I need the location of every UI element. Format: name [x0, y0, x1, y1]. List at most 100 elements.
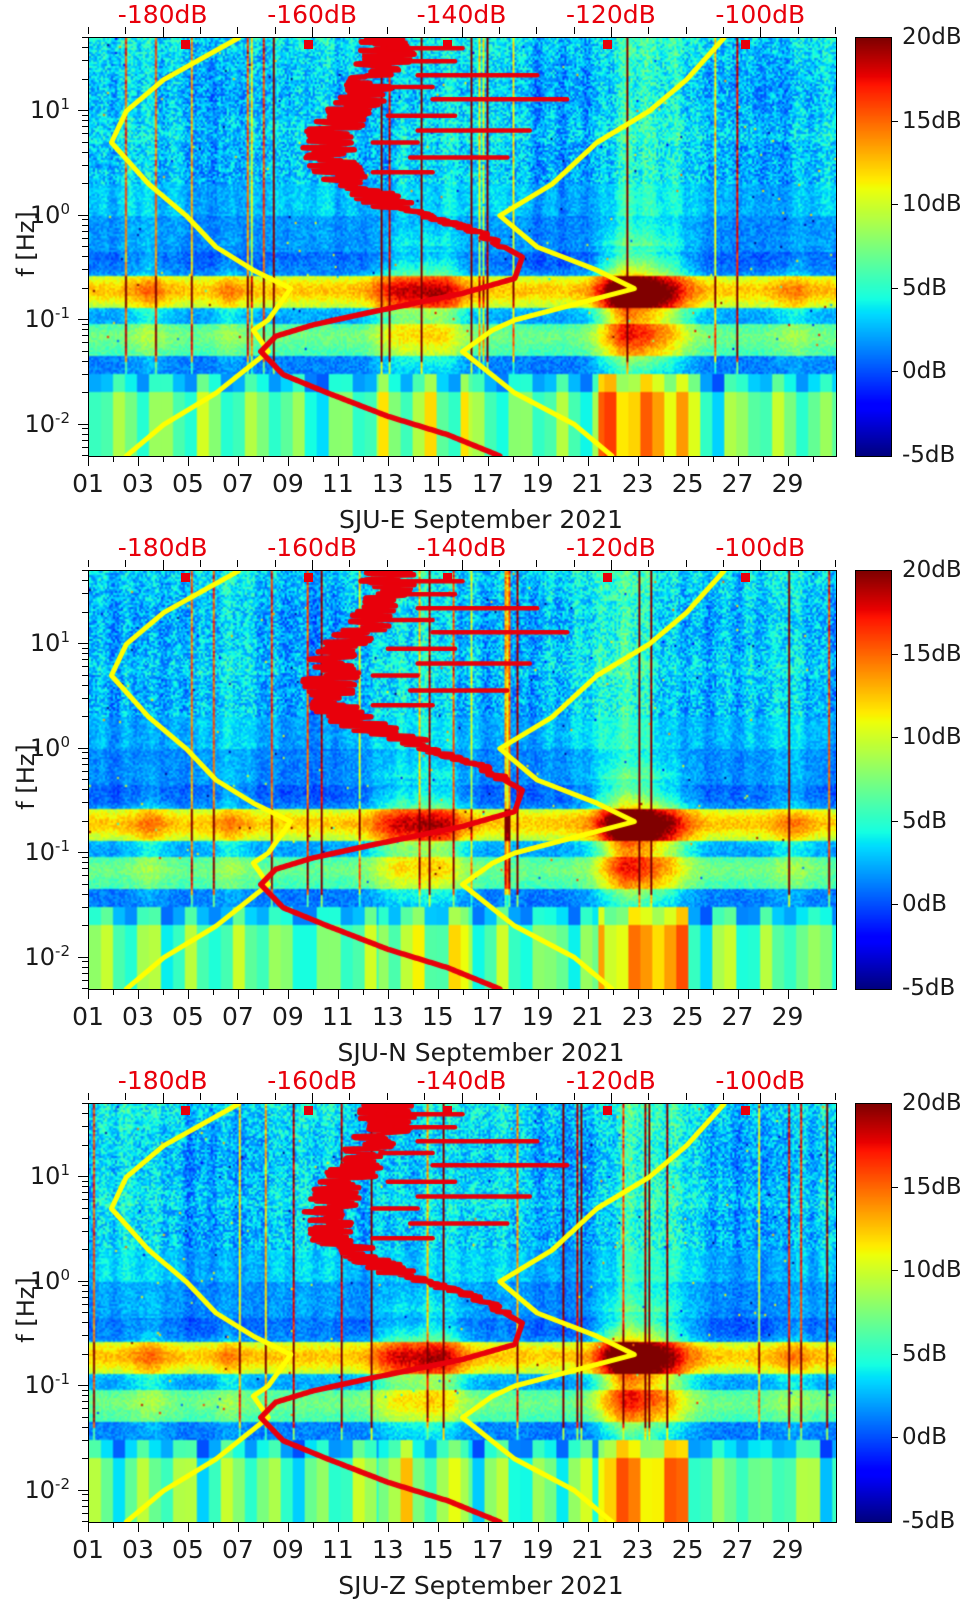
day-tick-label: 25	[671, 1535, 704, 1564]
top-axis-marker-dot	[181, 573, 191, 582]
day-tick	[712, 989, 714, 995]
spectrogram-image	[89, 1104, 836, 1522]
frequency-tick	[82, 1103, 88, 1104]
frequency-tick	[82, 1199, 88, 1201]
top-axis-tick	[835, 1093, 836, 1100]
frequency-tick	[78, 1176, 88, 1178]
colorbar	[855, 570, 892, 990]
frequency-tick	[82, 335, 88, 337]
colorbar-tick	[891, 820, 898, 822]
spectrogram-plot[interactable]	[88, 570, 837, 990]
day-tick-label: 11	[321, 1535, 354, 1564]
frequency-tick	[78, 747, 88, 749]
day-tick-label: 03	[122, 1535, 154, 1564]
colorbar-tick	[891, 1186, 898, 1188]
day-tick	[587, 1522, 589, 1532]
top-axis-tick	[237, 27, 239, 34]
day-tick	[687, 989, 689, 999]
frequency-tick	[82, 183, 88, 185]
spectrogram-plot[interactable]	[88, 1103, 837, 1523]
frequency-tick	[82, 763, 88, 765]
top-db-label: -100dB	[715, 533, 806, 562]
top-axis-tick	[536, 560, 538, 567]
frequency-tick	[82, 428, 88, 430]
frequency-tick-label: 10-2	[24, 941, 70, 971]
frequency-tick	[82, 256, 88, 258]
day-tick-label: 09	[271, 469, 304, 498]
day-tick	[312, 1522, 314, 1528]
frequency-tick-label: 101	[29, 1161, 70, 1191]
colorbar-tick	[891, 371, 898, 373]
day-tick	[412, 456, 414, 462]
top-db-axis-labels: -180dB -160dB -140dB -120dB -100dB	[0, 533, 962, 567]
frequency-tick	[82, 925, 88, 927]
frequency-tick	[82, 875, 88, 877]
spectrogram-image	[89, 38, 836, 456]
frequency-tick	[82, 446, 88, 448]
y-axis-title: f [Hz]	[12, 1277, 40, 1343]
top-axis-tick	[461, 27, 463, 37]
day-tick	[112, 1522, 114, 1528]
day-tick	[612, 456, 614, 462]
frequency-tick	[78, 1385, 88, 1387]
frequency-tick	[78, 1280, 88, 1282]
top-axis-marker-dot	[181, 1106, 191, 1115]
day-tick	[262, 989, 264, 995]
colorbar	[855, 1103, 892, 1523]
panel-sju-e: -180dB -160dB -140dB -120dB -100dB 101 100 10-1…	[0, 0, 962, 534]
frequency-tick	[82, 392, 88, 394]
day-tick	[437, 1522, 439, 1532]
top-db-label: -120dB	[566, 533, 656, 562]
day-tick	[212, 989, 214, 995]
top-axis-tick	[312, 27, 314, 37]
top-axis-tick	[685, 27, 687, 34]
frequency-tick	[82, 1186, 88, 1188]
frequency-tick	[82, 1207, 88, 1209]
frequency-tick	[82, 789, 88, 791]
colorbar	[855, 37, 892, 457]
frequency-tick	[78, 423, 88, 425]
top-axis-tick	[274, 1093, 276, 1100]
top-axis-tick	[200, 1093, 202, 1100]
colorbar-tick-label: 10dB	[902, 191, 962, 218]
day-tick-label: 09	[271, 1535, 304, 1564]
top-db-label: -100dB	[715, 1066, 806, 1095]
day-tick-label: 27	[721, 1535, 754, 1564]
frequency-tick	[82, 114, 88, 116]
frequency-tick	[82, 350, 88, 352]
day-tick-label: 17	[471, 1535, 504, 1564]
panel-title: SJU-E September 2021	[338, 505, 624, 534]
day-tick	[662, 989, 664, 995]
frequency-tick	[82, 37, 88, 38]
day-tick	[512, 1522, 514, 1528]
day-tick	[387, 456, 389, 466]
day-tick	[437, 456, 439, 466]
top-axis-tick	[648, 1093, 650, 1100]
y-axis-title: f [Hz]	[12, 211, 40, 277]
frequency-tick	[82, 580, 88, 582]
top-axis-marker-dot	[181, 40, 191, 49]
frequency-tick	[82, 820, 88, 822]
frequency-tick	[78, 110, 88, 112]
frequency-tick	[82, 893, 88, 895]
top-axis-tick	[200, 560, 202, 567]
day-tick-label: 01	[72, 1002, 104, 1031]
frequency-tick	[82, 1401, 88, 1403]
frequency-tick	[82, 988, 88, 989]
spectrogram-plot[interactable]	[88, 37, 837, 457]
frequency-tick	[82, 593, 88, 595]
day-tick-label: 19	[521, 469, 554, 498]
frequency-tick-label: 101	[29, 95, 70, 125]
day-tick-label: 03	[122, 469, 154, 498]
panel-title: SJU-Z September 2021	[338, 1571, 624, 1600]
day-tick	[687, 1522, 689, 1532]
frequency-tick	[82, 659, 88, 661]
day-tick	[562, 989, 564, 995]
day-tick	[237, 1522, 239, 1532]
colorbar-tick	[891, 1353, 898, 1355]
frequency-tick	[82, 1426, 88, 1428]
y-axis-title: f [Hz]	[12, 744, 40, 810]
day-tick	[362, 989, 364, 995]
day-tick-label: 07	[221, 1535, 254, 1564]
day-tick	[287, 1522, 289, 1532]
